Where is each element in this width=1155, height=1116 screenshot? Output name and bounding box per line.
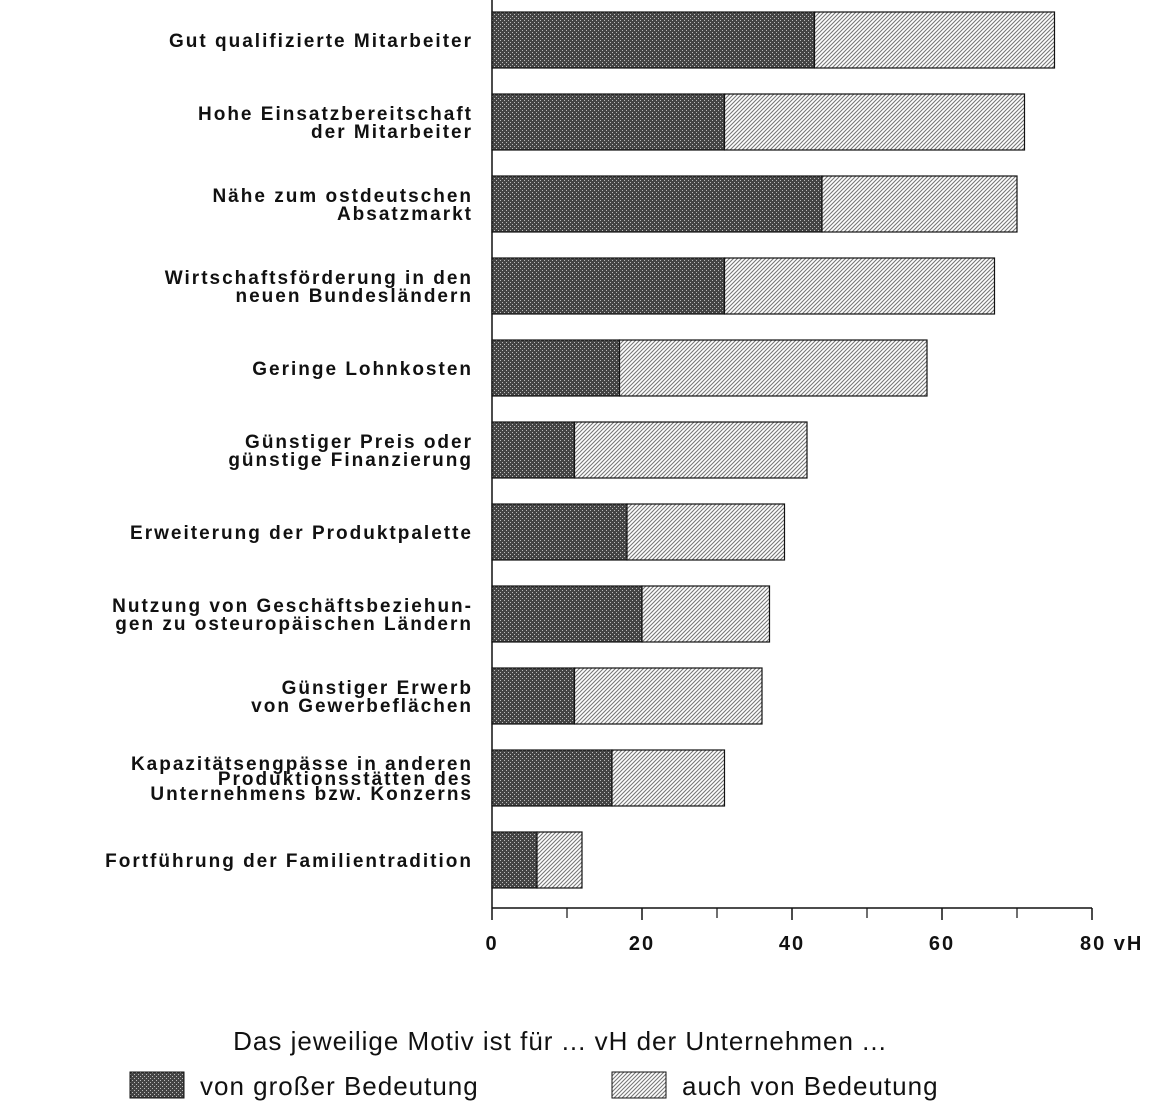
category-line: Gut qualifizierte Mitarbeiter <box>169 31 473 52</box>
bar-segment <box>491 667 576 725</box>
category-line: von Gewerbeflächen <box>251 696 473 717</box>
bar-segment <box>491 175 823 233</box>
legend-title: Das jeweilige Motiv ist für ... vH der U… <box>233 1026 887 1056</box>
bar-segment <box>573 421 808 479</box>
category-line: neuen Bundesländern <box>235 286 473 307</box>
category-line: Hohe Einsatzbereitschaft <box>198 104 473 125</box>
category-label: Nutzung von Geschäftsbeziehun-gen zu ost… <box>112 596 473 635</box>
category-line: Geringe Lohnkosten <box>252 359 473 380</box>
bar-segment <box>491 831 538 889</box>
bar-segment <box>491 421 576 479</box>
category-line: Günstiger Erwerb <box>282 678 473 699</box>
category-label: Nähe zum ostdeutschen Absatzmarkt <box>212 186 473 225</box>
category-label: Geringe Lohnkosten <box>252 359 473 380</box>
category-line: günstige Finanzierung <box>228 450 473 471</box>
category-line: Produktionsstätten des <box>218 769 473 790</box>
category-label: Günstiger Erwerb von Gewerbeflächen <box>251 678 473 717</box>
category-line: Unternehmens bzw. Konzerns <box>150 784 473 805</box>
bar-segment <box>491 503 628 561</box>
x-tick-label: 80 vH <box>1080 933 1143 955</box>
legend-label: auch von Bedeutung <box>682 1071 939 1101</box>
category-line: Fortführung der Familientradition <box>105 851 473 872</box>
bar-segment <box>723 93 1026 151</box>
legend-label: von großer Bedeutung <box>200 1071 479 1101</box>
bar-segment <box>491 585 643 643</box>
x-tick-label: 40 <box>779 933 805 955</box>
bar-segment <box>626 503 786 561</box>
category-line: Nutzung von Geschäftsbeziehun- <box>112 596 473 617</box>
category-line: Nähe zum ostdeutschen <box>212 186 473 207</box>
category-label: Kapazitätsengpässe in anderen Produktions… <box>131 754 473 805</box>
bar-segment <box>821 175 1018 233</box>
bar-segment <box>723 257 996 315</box>
bar-segment <box>491 749 613 807</box>
bar-segment <box>491 11 816 69</box>
category-label: Erweiterung der Produktpalette <box>130 523 473 544</box>
category-line: der Mitarbeiter <box>311 122 473 143</box>
bar-segment <box>491 93 726 151</box>
bar-segment <box>536 831 583 889</box>
category-line: Wirtschaftsförderung in den <box>165 268 473 289</box>
category-label: Fortführung der Familientradition <box>105 851 473 872</box>
category-label: Gut qualifizierte Mitarbeiter <box>169 31 473 52</box>
bar-segment <box>641 585 771 643</box>
category-line: Erweiterung der Produktpalette <box>130 523 473 544</box>
bar-segment <box>491 339 621 397</box>
bar-segment <box>573 667 763 725</box>
legend-swatch <box>611 1071 667 1099</box>
category-line: gen zu osteuropäischen Ländern <box>115 614 473 635</box>
x-tick-label: 20 <box>629 933 655 955</box>
x-tick-label: 0 <box>485 933 498 955</box>
category-line: Kapazitätsengpässe in anderen <box>131 754 473 775</box>
category-line: Absatzmarkt <box>337 204 473 225</box>
category-line: Günstiger Preis oder <box>245 432 473 453</box>
bar-segment <box>491 257 726 315</box>
legend-swatch <box>129 1071 185 1099</box>
category-label: Hohe Einsatzbereitschaft der Mitarbeiter <box>198 104 473 143</box>
x-tick-label: 60 <box>929 933 955 955</box>
bar-segment <box>813 11 1056 69</box>
bar-segment <box>618 339 928 397</box>
category-label: Wirtschaftsförderung in den neuen Bundesl… <box>165 268 473 307</box>
category-label: Günstiger Preis oder günstige Finanzierun… <box>228 432 473 471</box>
bar-segment <box>611 749 726 807</box>
